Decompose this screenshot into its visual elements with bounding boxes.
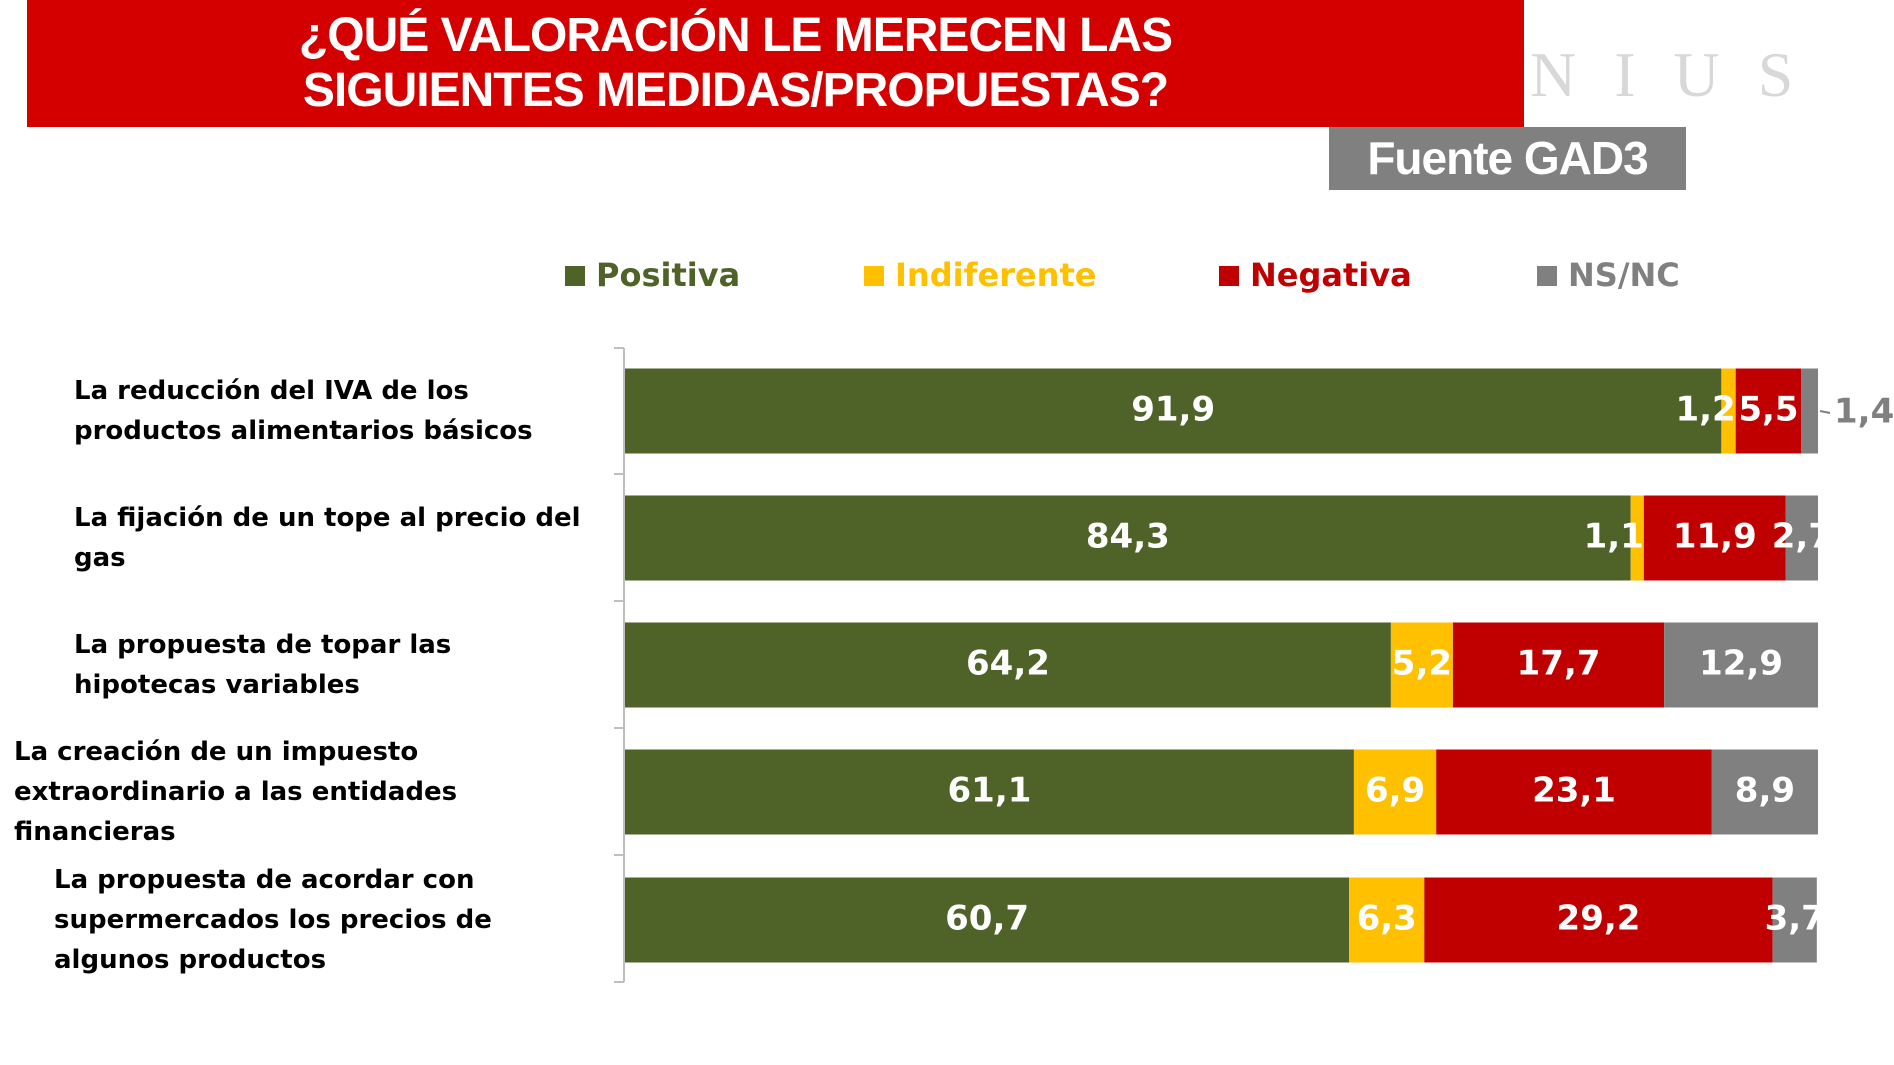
bar-segment [1390, 622, 1453, 708]
bar-segment [1721, 368, 1736, 454]
source: Fuente GAD3 [1329, 127, 1686, 190]
legend-label: Negativa [1250, 256, 1412, 294]
label-leader [1819, 410, 1831, 414]
category-label: La creación de un impuesto extraordinari… [14, 732, 594, 852]
bar-segment [625, 749, 1354, 835]
value-label: 11,9 [1673, 517, 1757, 557]
bar-segment [1664, 622, 1818, 708]
value-label: 6,3 [1357, 899, 1417, 939]
bar-segment [1424, 877, 1773, 963]
category-label: La fijación de un tope al precio del gas [14, 478, 594, 598]
category-text: La fijación de un tope al precio del gas [74, 503, 581, 573]
legend-swatch [565, 266, 585, 286]
bar-segment [1452, 622, 1665, 708]
title: ¿QUÉ VALORACIÓN LE MERECEN LAS SIGUIENTE… [27, 0, 1524, 127]
value-label: 91,9 [1131, 390, 1215, 430]
value-label: 6,9 [1365, 771, 1425, 811]
value-label: 5,5 [1738, 390, 1798, 430]
bar-segment [625, 622, 1391, 708]
value-label: 1,4 [1834, 392, 1894, 432]
bar-segment [1643, 495, 1786, 581]
value-label: 61,1 [948, 771, 1032, 811]
legend-label: NS/NC [1568, 256, 1680, 294]
value-label: 2,7 [1772, 517, 1832, 557]
value-label: 84,3 [1086, 517, 1170, 557]
legend-swatch [1537, 266, 1557, 286]
bar-segment [625, 877, 1350, 963]
category-label: La propuesta de acordar con supermercado… [14, 860, 594, 980]
value-label: 1,2 [1675, 390, 1735, 430]
bar-segment [1630, 495, 1644, 581]
bar-segment [1801, 368, 1818, 454]
value-label: 29,2 [1557, 899, 1641, 939]
value-label: 5,2 [1392, 644, 1452, 684]
category-label: La propuesta de topar las hipotecas vari… [14, 605, 594, 725]
value-label: 17,7 [1517, 644, 1601, 684]
logo: NIUS [1530, 39, 1832, 110]
value-label: 23,1 [1532, 771, 1616, 811]
bar-segment [1436, 749, 1712, 835]
legend-label: Indiferente [895, 256, 1096, 294]
legend-swatch [1219, 266, 1239, 286]
category-text: La reducción del IVA de los productos al… [74, 376, 533, 446]
bar-segment [1785, 495, 1818, 581]
value-label: 64,2 [966, 644, 1050, 684]
bar-segment [1772, 877, 1817, 963]
bar-segment [1349, 877, 1425, 963]
bar-segment [1353, 749, 1437, 835]
bar-segment [1711, 749, 1818, 835]
value-label: 12,9 [1699, 644, 1783, 684]
bar-segment [1735, 368, 1802, 454]
category-text: La propuesta de topar las hipotecas vari… [74, 630, 452, 700]
category-text: La creación de un impuesto extraordinari… [14, 737, 458, 847]
value-label: 60,7 [945, 899, 1029, 939]
category-label: La reducción del IVA de los productos al… [14, 351, 594, 471]
value-label: 3,7 [1765, 899, 1825, 939]
value-label: 1,1 [1584, 517, 1644, 557]
legend-swatch [864, 266, 884, 286]
bar-segment [625, 495, 1631, 581]
category-text: La propuesta de acordar con supermercado… [54, 865, 492, 975]
bar-segment [625, 368, 1722, 454]
legend-label: Positiva [596, 256, 740, 294]
value-label: 8,9 [1735, 771, 1795, 811]
